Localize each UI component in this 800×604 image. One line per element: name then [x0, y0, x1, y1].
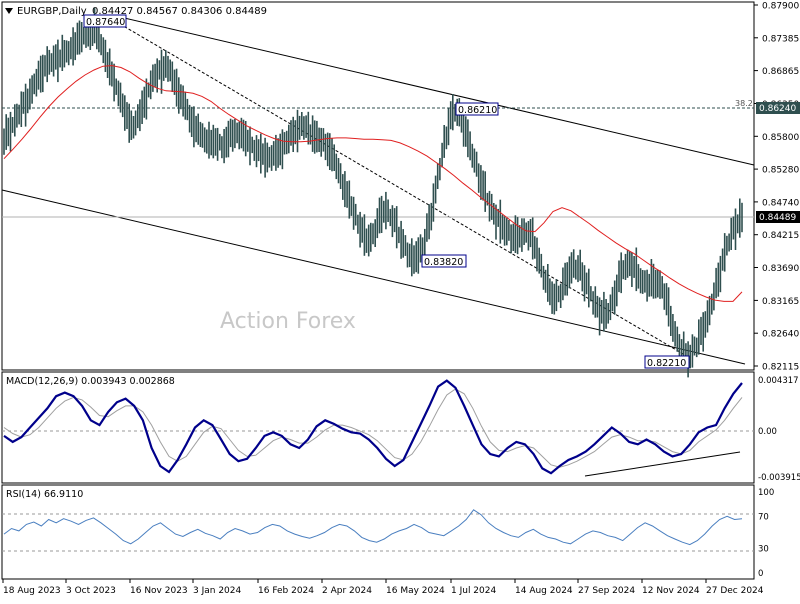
fib-382-label: 38.2 [735, 99, 753, 108]
fib-price-tag-text: 0.86240 [759, 104, 796, 114]
candles-group [3, 7, 743, 378]
price-tick-label: 0.87385 [762, 34, 799, 44]
date-tick-label: 16 Nov 2023 [130, 586, 188, 596]
rsi-tick-label: 70 [758, 512, 769, 522]
date-axis: 18 Aug 2023 3 Oct 2023 16 Nov 2023 3 Jan 20… [2, 579, 764, 596]
date-tick-label: 16 Feb 2024 [258, 586, 314, 596]
channel-lower-line [1, 189, 746, 365]
price-tick-label: 0.82640 [762, 330, 799, 340]
price-tick-label: 0.87900 [762, 2, 799, 12]
price-tick-label: 0.84740 [762, 198, 799, 208]
rsi-tick-label: 100 [758, 488, 774, 498]
date-tick-label: 3 Oct 2023 [66, 586, 116, 596]
high-annotation-text: 0.87640 [86, 17, 125, 28]
mid-high-annotation: 0.86210 [455, 102, 499, 116]
date-tick-label: 18 Aug 2023 [3, 586, 61, 596]
rsi-tick-label: 30 [758, 545, 769, 555]
macd-tick-label: -0.003915 [758, 473, 800, 483]
price-tick-label: 0.83690 [762, 264, 799, 274]
price-tick-label: 0.85800 [762, 133, 799, 143]
price-tick-label: 0.83165 [762, 297, 799, 307]
price-tick-label: 0.82115 [762, 363, 799, 373]
price-tick-label: 0.84215 [762, 231, 799, 241]
rsi-tick-label: 0 [758, 569, 763, 579]
low-annotation-text: 0.82210 [647, 358, 686, 369]
date-tick-label: 3 Jan 2024 [193, 586, 241, 596]
current-price-tag: 0.84489 [756, 211, 800, 223]
macd-tick-label: 0.004317 [758, 376, 799, 386]
collapse-triangle-icon[interactable] [5, 8, 13, 14]
macd-pane-frame [1, 371, 755, 484]
date-tick-label: 16 May 2024 [386, 586, 445, 596]
date-tick-label: 12 Nov 2024 [642, 586, 700, 596]
date-tick-label: 27 Sep 2024 [578, 586, 635, 596]
mid-low-annotation-text: 0.83820 [424, 257, 463, 268]
moving-average-line [3, 65, 743, 302]
symbol-label: EURGBP,Daily [17, 6, 87, 17]
macd-tick-label: 0.00 [758, 427, 777, 437]
price-axis: 0.879000.873850.868650.863500.858000.852… [754, 2, 799, 373]
macd-main-line [3, 379, 743, 475]
ohlc-values: 0.84427 0.84567 0.84306 0.84489 [92, 6, 267, 17]
current-price-tag-text: 0.84489 [759, 213, 796, 223]
high-annotation: 0.87640 [83, 14, 127, 28]
macd-divergence-line [584, 451, 741, 477]
price-tick-label: 0.86865 [762, 67, 799, 77]
date-tick-label: 1 Jul 2024 [451, 586, 496, 596]
price-tick-label: 0.85280 [762, 166, 799, 176]
low-annotation: 0.82210 [644, 355, 690, 369]
macd-title: MACD(12,26,9) 0.003943 0.002868 [6, 376, 175, 387]
mid-low-annotation: 0.83820 [421, 254, 467, 268]
rsi-title: RSI(14) 66.9110 [6, 489, 83, 500]
channel-upper-line [119, 16, 755, 166]
date-tick-label: 14 Aug 2024 [515, 586, 573, 596]
fib-price-tag: 0.86240 [756, 102, 800, 114]
date-tick-label: 27 Dec 2024 [706, 586, 764, 596]
macd-axis: 0.004317 0.00 -0.003915 [758, 376, 800, 483]
mid-high-annotation-text: 0.86210 [458, 105, 497, 116]
macd-signal-line [3, 388, 743, 468]
rsi-line [3, 509, 743, 546]
main-pane-frame [1, 1, 755, 371]
date-tick-label: 2 Apr 2024 [322, 586, 372, 596]
rsi-axis: 100 70 30 0 [758, 488, 774, 579]
watermark: Action Forex [220, 309, 356, 334]
rsi-pane-frame [1, 484, 755, 580]
